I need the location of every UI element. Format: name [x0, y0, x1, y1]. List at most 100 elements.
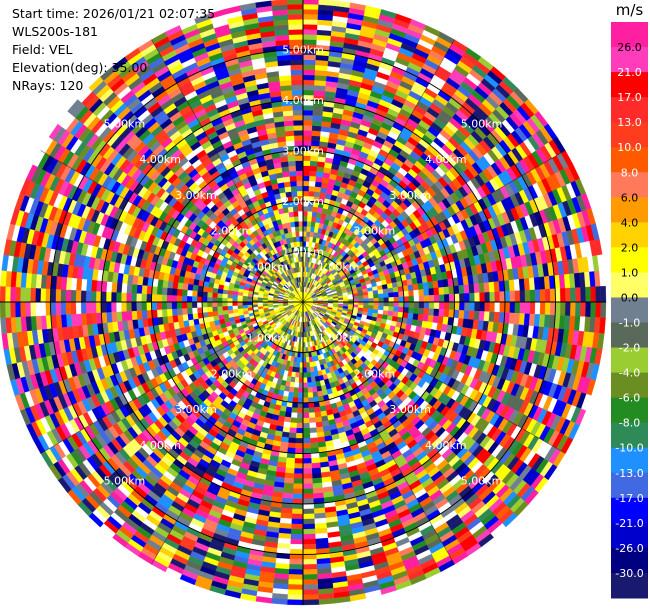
velocity-cell — [514, 301, 521, 314]
velocity-cell — [306, 362, 311, 368]
velocity-cell — [289, 422, 297, 429]
velocity-cell — [302, 458, 312, 464]
velocity-cell — [393, 301, 400, 308]
velocity-cell — [298, 382, 304, 389]
velocity-cell — [302, 483, 313, 490]
velocity-cell — [290, 533, 304, 540]
velocity-cell — [413, 289, 420, 297]
velocity-cell — [293, 382, 299, 388]
velocity-cell — [413, 295, 420, 303]
velocity-cell — [302, 216, 308, 222]
velocity-cell — [291, 508, 304, 515]
velocity-cell — [306, 372, 312, 378]
velocity-cell — [560, 301, 566, 316]
velocity-cell — [289, 559, 304, 565]
velocity-cell — [575, 301, 581, 317]
velocity-cell — [302, 367, 307, 373]
velocity-cell — [464, 293, 470, 303]
velocity-cell — [312, 120, 323, 127]
velocity-cell — [302, 473, 313, 479]
velocity-cell — [294, 453, 304, 459]
velocity-cell — [555, 301, 561, 316]
velocity-cell — [288, 564, 304, 570]
velocity-cell — [302, 402, 309, 409]
velocity-cell — [293, 473, 304, 479]
velocity-cell — [294, 372, 300, 378]
velocity-cell — [378, 293, 384, 299]
velocity-cell — [373, 297, 379, 303]
velocity-cell — [373, 293, 379, 299]
velocity-cell — [302, 448, 312, 454]
velocity-cell — [292, 397, 299, 404]
velocity-cell — [444, 294, 450, 303]
velocity-cell — [292, 493, 304, 500]
velocity-cell — [282, 492, 294, 499]
velocity-cell — [297, 402, 304, 409]
velocity-cell — [314, 411, 322, 418]
velocity-cell — [293, 478, 304, 484]
velocity-cell — [307, 216, 313, 222]
velocity-cell — [570, 301, 576, 317]
velocity-cell — [483, 282, 490, 293]
velocity-cell — [299, 367, 304, 373]
velocity-cell — [504, 301, 511, 313]
velocity-cell — [302, 69, 316, 76]
velocity-cell — [302, 543, 317, 550]
velocity-cell — [302, 165, 311, 172]
velocity-cell — [378, 301, 384, 307]
velocity-cell — [468, 310, 475, 321]
velocity-cell — [309, 427, 317, 434]
velocity-cell — [570, 287, 576, 303]
velocity-cell — [484, 301, 491, 312]
velocity-cell — [289, 548, 304, 555]
velocity-cell — [372, 290, 379, 295]
velocity-cell — [285, 457, 295, 464]
velocity-cell — [423, 301, 430, 309]
velocity-cell — [499, 291, 506, 303]
velocity-cell — [314, 181, 323, 188]
velocity-cell — [309, 170, 317, 177]
velocity-cell — [388, 297, 395, 303]
velocity-cell — [302, 594, 319, 601]
velocity-cell — [393, 306, 399, 313]
velocity-cell — [398, 296, 405, 303]
velocity-cell — [302, 584, 319, 591]
velocity-cell — [463, 284, 470, 294]
velocity-cell — [290, 538, 304, 545]
velocity-cell — [302, 559, 317, 565]
velocity-cell — [509, 301, 516, 314]
velocity-cell — [493, 311, 500, 323]
velocity-cell — [302, 13, 319, 20]
velocity-cell — [312, 391, 319, 398]
velocity-cell — [302, 427, 311, 434]
velocity-cell — [302, 488, 314, 495]
velocity-cell — [368, 305, 374, 310]
velocity-cell — [454, 301, 460, 311]
velocity-cell — [494, 291, 501, 303]
velocity-cell — [309, 175, 317, 182]
velocity-cell — [312, 482, 323, 489]
velocity-cell — [403, 301, 410, 308]
velocity-cell — [295, 438, 304, 444]
velocity-cell — [549, 288, 556, 303]
velocity-cell — [439, 301, 445, 310]
velocity-cell — [428, 308, 435, 316]
velocity-cell — [398, 301, 405, 308]
velocity-cell — [295, 427, 304, 434]
velocity-cell — [302, 59, 316, 66]
velocity-cell — [392, 286, 399, 293]
velocity-cell — [302, 120, 313, 126]
velocity-cell — [580, 301, 586, 317]
velocity-cell — [283, 416, 292, 423]
velocity-cell — [314, 186, 322, 193]
velocity-cell — [302, 34, 318, 40]
velocity-cell — [433, 301, 440, 310]
velocity-cell — [302, 109, 314, 116]
velocity-cell — [288, 437, 297, 444]
velocity-cell — [310, 442, 319, 449]
velocity-cell — [539, 301, 546, 315]
velocity-cell — [474, 292, 480, 303]
velocity-cell — [302, 417, 310, 424]
velocity-cell — [348, 296, 354, 300]
velocity-cell — [590, 286, 597, 303]
